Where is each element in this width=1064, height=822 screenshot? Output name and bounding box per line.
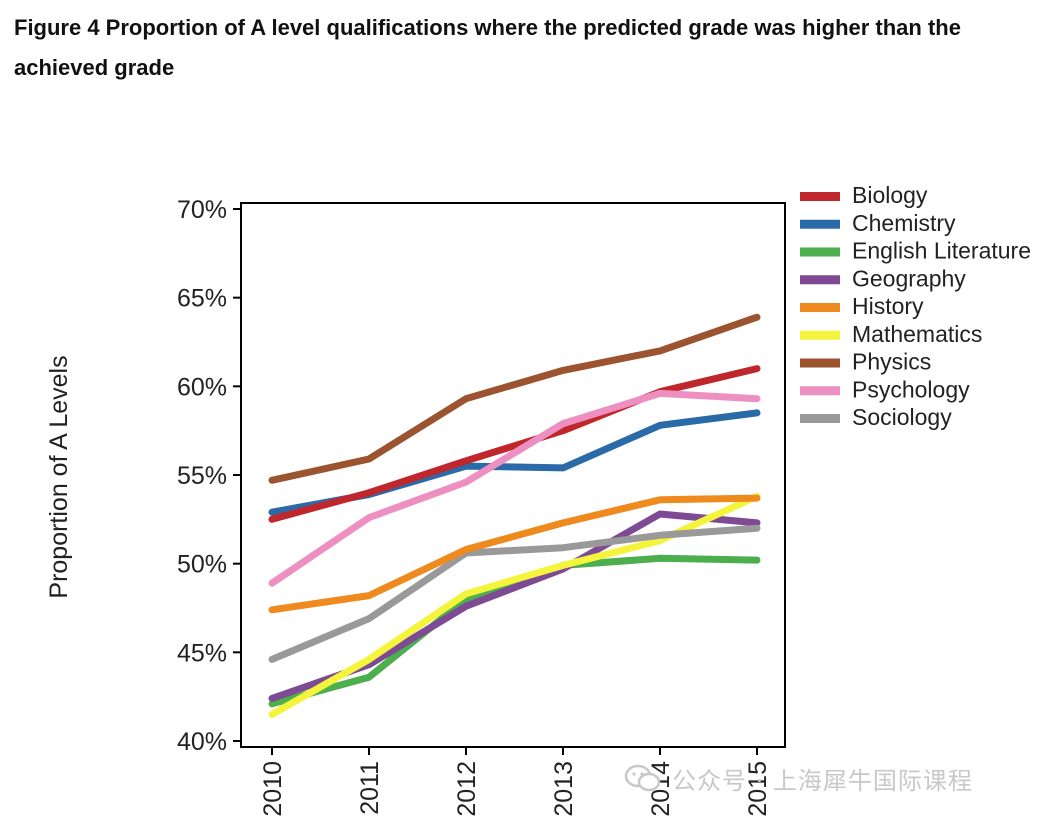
watermark: 公众号 · 上海犀牛国际课程 (624, 760, 973, 796)
x-tick-label: 2012 (453, 761, 481, 817)
y-axis-label: Proportion of A Levels (45, 355, 73, 598)
legend-swatch (800, 275, 840, 285)
y-tick-label: 40% (177, 728, 227, 756)
x-tick-label: 2011 (356, 761, 384, 815)
y-axis: 40% 45% 50% 55% 60% 65% 70% (177, 196, 241, 756)
wechat-icon (624, 764, 661, 792)
legend-label: Chemistry (852, 210, 956, 236)
watermark-text: 公众号 · 上海犀牛国际课程 (672, 766, 973, 795)
legend-label: Psychology (852, 376, 970, 402)
legend-label: English Literature (852, 238, 1031, 264)
legend-label: Geography (852, 265, 966, 291)
y-tick-label: 65% (177, 285, 227, 313)
legend-swatch (800, 386, 840, 396)
series-line-history (268, 494, 761, 614)
y-tick-label: 50% (177, 551, 227, 579)
legend-swatch (800, 219, 840, 229)
y-tick-label: 55% (177, 462, 227, 490)
y-tick-label: 70% (177, 196, 227, 224)
x-tick-label: 2015 (744, 761, 772, 817)
series-line-biology (268, 365, 761, 523)
figure-title: Figure 4 Proportion of A level qualifica… (14, 15, 961, 80)
legend-swatch (800, 192, 840, 201)
legend-label: History (852, 293, 924, 319)
x-tick-label: 2010 (259, 761, 287, 817)
legend-swatch (800, 303, 840, 312)
series-layer (268, 313, 761, 718)
legend-label: Mathematics (852, 321, 982, 347)
legend-swatch (800, 247, 840, 257)
plot-area (240, 202, 786, 748)
legend-swatch (800, 414, 840, 423)
series-line-psychology (268, 389, 761, 587)
y-tick-label: 45% (177, 639, 227, 667)
x-tick-label: 2013 (550, 761, 578, 817)
legend-label: Biology (852, 182, 928, 208)
legend-swatch (800, 330, 840, 340)
legend-label: Sociology (852, 404, 952, 430)
series-line-sociology (268, 524, 761, 663)
y-tick-label: 60% (177, 373, 227, 401)
series-line-physics (268, 313, 761, 484)
legend-swatch (800, 358, 840, 368)
legend-label: Physics (852, 349, 931, 375)
